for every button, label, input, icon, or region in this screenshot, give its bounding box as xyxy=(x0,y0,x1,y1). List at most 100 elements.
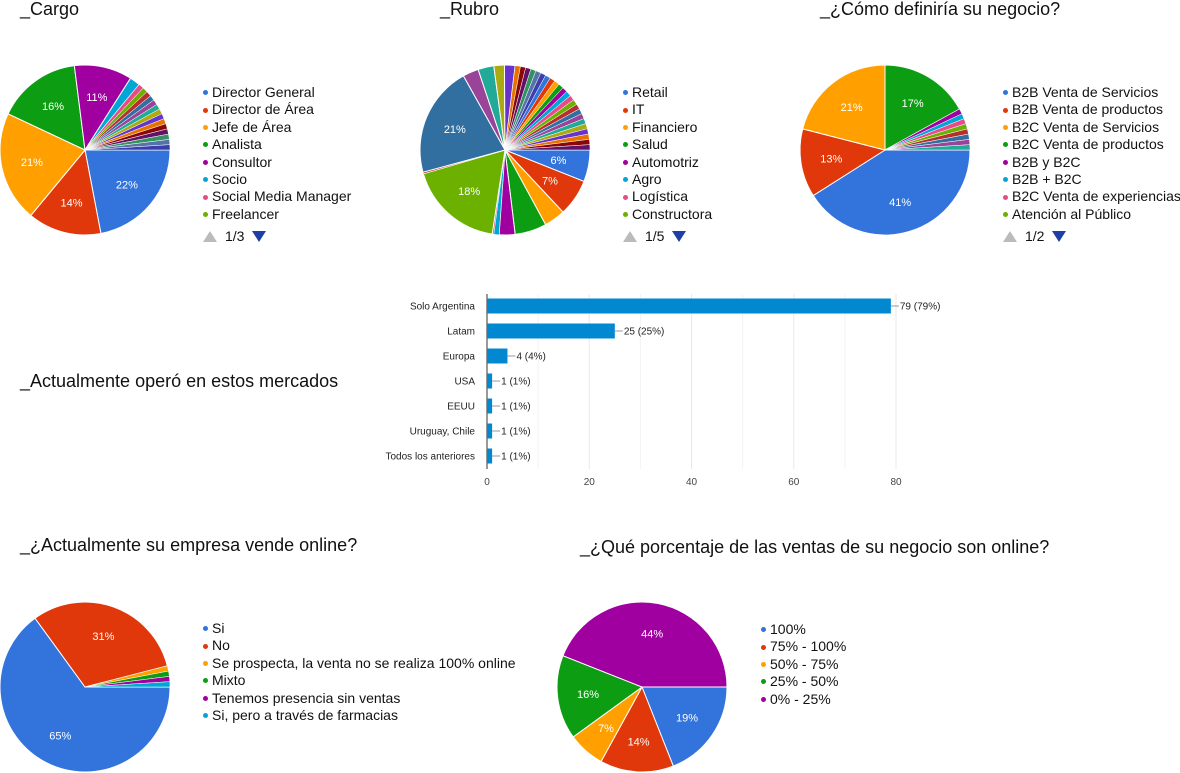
page-up-icon[interactable] xyxy=(623,231,637,243)
legend-item[interactable]: B2B y B2C xyxy=(1003,154,1180,171)
legend-item[interactable]: Consultor xyxy=(203,154,351,171)
legend-item[interactable]: Tenemos presencia sin ventas xyxy=(203,690,516,707)
pie-slice[interactable] xyxy=(802,64,886,151)
legend-item[interactable]: Financiero xyxy=(623,119,712,136)
pie-slice[interactable] xyxy=(799,128,887,197)
page-up-icon[interactable] xyxy=(203,231,217,243)
legend-dot-icon xyxy=(203,194,208,200)
pie-slice[interactable] xyxy=(84,144,171,151)
page-down-icon[interactable] xyxy=(672,231,687,243)
x-tick-label: 80 xyxy=(890,477,902,488)
pie-slice[interactable] xyxy=(84,681,171,688)
legend-item[interactable]: Director General xyxy=(203,84,351,101)
legend-item[interactable]: Social Media Manager xyxy=(203,188,351,205)
legend-dot-icon xyxy=(203,90,208,96)
legend-dot-icon xyxy=(761,679,766,685)
pie-chart-4: 65% 31% xyxy=(0,601,171,773)
legend-item[interactable]: Socio xyxy=(203,171,351,188)
page-down-icon[interactable] xyxy=(252,231,267,243)
legend-label: Automotriz xyxy=(632,153,699,170)
chart-title-rubro: _Rubro xyxy=(440,0,500,19)
pie-slice[interactable] xyxy=(556,655,644,738)
legend-item[interactable]: Agro xyxy=(623,171,712,188)
legend-item[interactable]: B2C Venta de Servicios xyxy=(1003,119,1180,136)
bar[interactable] xyxy=(487,348,508,364)
legend-item[interactable]: B2B Venta de productos xyxy=(1003,101,1180,118)
legend-item[interactable]: 100% xyxy=(761,621,846,638)
pie-slice[interactable] xyxy=(504,144,591,151)
legend-dot-icon xyxy=(203,142,208,148)
pie-slice[interactable] xyxy=(419,75,506,173)
legend-label: Atención al Público xyxy=(1012,205,1132,222)
pie-slice[interactable] xyxy=(34,601,168,688)
slice-label: 19% xyxy=(676,713,698,725)
legend-item[interactable]: B2C Venta de experiencias xyxy=(1003,188,1180,205)
bar[interactable] xyxy=(487,448,493,464)
legend-dot-icon xyxy=(203,125,208,131)
slice-label: 44% xyxy=(641,629,663,641)
bar[interactable] xyxy=(487,323,615,339)
legend-item[interactable]: Si xyxy=(203,620,516,637)
legend-item[interactable]: IT xyxy=(623,101,712,118)
legend-item[interactable]: Analista xyxy=(203,136,351,153)
pie-chart-1: 6% 7% 18% 21% xyxy=(419,64,591,236)
legend-item[interactable]: Si, pero a través de farmacias xyxy=(203,707,516,724)
pie-slice[interactable] xyxy=(600,685,674,773)
legend-dot-icon xyxy=(623,142,628,148)
page-down-icon[interactable] xyxy=(1052,231,1067,243)
legend-item[interactable]: Freelancer xyxy=(203,206,351,223)
legend-label: 25% - 50% xyxy=(770,673,839,690)
legend-item[interactable]: 75% - 100% xyxy=(761,638,846,655)
pie-slice[interactable] xyxy=(884,64,961,151)
legend-dot-icon xyxy=(623,212,628,218)
legend-item[interactable]: Mixto xyxy=(203,672,516,689)
legend-item[interactable]: Atención al Público xyxy=(1003,206,1180,223)
pie-slice[interactable] xyxy=(30,148,102,236)
legend-label: No xyxy=(212,637,230,654)
chart-title-negocio: _¿Cómo definiría su negocio? xyxy=(820,0,1061,19)
pie-slice[interactable] xyxy=(641,686,728,767)
legend-label: Se prospecta, la venta no se realiza 100… xyxy=(212,654,516,671)
legend-item[interactable]: 50% - 75% xyxy=(761,656,846,673)
legend-dot-icon xyxy=(203,626,208,632)
legend-dot-icon xyxy=(203,177,208,183)
legend-label: Tenemos presencia sin ventas xyxy=(212,689,401,706)
legend-item[interactable]: B2C Venta de productos xyxy=(1003,136,1180,153)
chart-title-cargo: _Cargo xyxy=(20,0,80,19)
legend-item[interactable]: Constructora xyxy=(623,206,712,223)
page-up-icon[interactable] xyxy=(1003,231,1017,243)
bar[interactable] xyxy=(487,298,891,314)
pie-slice[interactable] xyxy=(7,65,86,151)
legend-negocio: B2B Venta de Servicios B2B Venta de produ… xyxy=(1003,84,1180,246)
bar[interactable] xyxy=(487,373,493,389)
slice-label: 16% xyxy=(42,101,64,113)
legend-item[interactable]: Logística xyxy=(623,188,712,205)
legend-item[interactable]: Retail xyxy=(623,84,712,101)
legend-item[interactable]: B2B Venta de Servicios xyxy=(1003,84,1180,101)
pie-slice[interactable] xyxy=(422,149,506,235)
legend-label: Analista xyxy=(212,136,262,153)
legend-item[interactable]: 0% - 25% xyxy=(761,691,846,708)
legend-label: B2B + B2C xyxy=(1012,171,1082,188)
legend-item[interactable]: B2B + B2C xyxy=(1003,171,1180,188)
legend-item[interactable]: Salud xyxy=(623,136,712,153)
category-label: USA xyxy=(454,377,475,388)
bar[interactable] xyxy=(487,423,493,439)
pie-slice[interactable] xyxy=(884,144,971,151)
pie-slice[interactable] xyxy=(562,601,728,688)
legend-item[interactable]: Se prospecta, la venta no se realiza 100… xyxy=(203,655,516,672)
legend-item[interactable]: Director de Área xyxy=(203,101,351,118)
legend-label: Logística xyxy=(632,188,689,205)
pie-slice[interactable] xyxy=(0,113,86,217)
pie-slice[interactable] xyxy=(84,149,171,235)
legend-label: Si, pero a través de farmacias xyxy=(212,707,398,724)
legend-item[interactable]: No xyxy=(203,637,516,654)
legend-item[interactable]: 25% - 50% xyxy=(761,673,846,690)
legend-item[interactable]: Jefe de Área xyxy=(203,119,351,136)
legend-item[interactable]: Automotriz xyxy=(623,154,712,171)
pie-slice[interactable] xyxy=(0,617,171,773)
legend-dot-icon xyxy=(1003,212,1008,218)
bar[interactable] xyxy=(487,398,493,414)
legend-label: Director General xyxy=(212,84,315,100)
slice-label: 14% xyxy=(628,736,650,748)
